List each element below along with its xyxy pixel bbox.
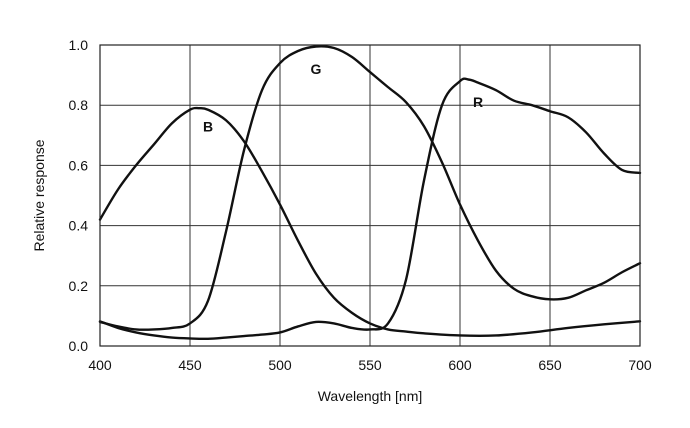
x-tick-label: 650 — [538, 357, 562, 373]
y-tick-labels: 0.0 0.2 0.4 0.6 0.8 1.0 — [69, 37, 89, 354]
x-axis-label: Wavelength [nm] — [318, 388, 423, 404]
y-tick-label: 0.2 — [69, 278, 89, 294]
x-tick-label: 700 — [628, 357, 652, 373]
x-tick-label: 400 — [88, 357, 112, 373]
y-tick-label: 0.4 — [69, 218, 89, 234]
y-axis-label: Relative response — [31, 139, 47, 251]
series-label-g: G — [311, 61, 322, 77]
plot-frame — [99, 44, 641, 347]
grid-lines — [99, 44, 641, 347]
series-line-b — [98, 106, 642, 337]
x-tick-label: 500 — [268, 357, 292, 373]
x-tick-labels: 400 450 500 550 600 650 700 — [88, 357, 652, 373]
x-tick-label: 450 — [178, 357, 202, 373]
series-label-b: B — [203, 118, 213, 134]
y-tick-label: 0.6 — [69, 157, 89, 173]
series-line-g — [98, 45, 642, 331]
x-tick-label: 550 — [358, 357, 382, 373]
x-tick-label: 600 — [448, 357, 472, 373]
series-group — [98, 45, 642, 341]
series-labels: B G R — [203, 61, 483, 134]
series-label-r: R — [473, 94, 483, 110]
y-tick-label: 0.8 — [69, 97, 89, 113]
series-line-r — [98, 77, 642, 341]
y-tick-label: 1.0 — [69, 37, 89, 53]
y-tick-label: 0.0 — [69, 338, 89, 354]
